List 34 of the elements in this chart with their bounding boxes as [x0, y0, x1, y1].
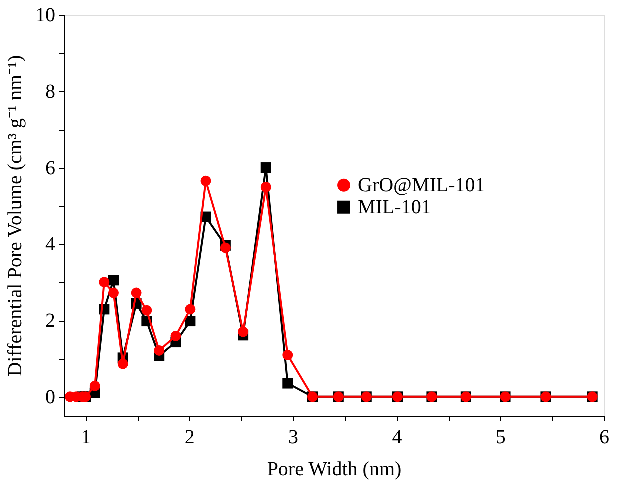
point — [238, 326, 249, 338]
y-axis-title: Differential Pore Volume (cm³ g⁻¹ nm⁻¹) — [4, 55, 26, 377]
legend-label: MIL-101 — [358, 196, 432, 218]
point — [260, 182, 272, 192]
x-tick-label: 2 — [184, 426, 195, 448]
point — [154, 345, 165, 356]
point — [220, 242, 231, 254]
point — [99, 277, 110, 288]
x-tick-label: 6 — [600, 426, 610, 448]
point — [131, 288, 142, 298]
point — [118, 358, 128, 370]
point — [90, 380, 100, 392]
x-tick-label: 3 — [288, 426, 299, 448]
point — [142, 305, 152, 316]
point — [185, 304, 196, 315]
point — [170, 330, 182, 342]
point — [200, 176, 212, 186]
y-tick-label: 0 — [46, 386, 56, 408]
x-axis-title: Pore Width (nm) — [267, 458, 402, 480]
point — [282, 350, 294, 361]
x-tick-label: 1 — [81, 426, 92, 448]
y-tick-label: 6 — [46, 157, 56, 180]
x-tick-label: 5 — [496, 426, 506, 448]
y-tick-label: 8 — [46, 80, 56, 103]
point — [108, 288, 119, 298]
y-tick-label: 4 — [46, 234, 56, 256]
y-tick-label: 10 — [36, 4, 56, 26]
point — [260, 162, 272, 174]
point — [282, 378, 294, 389]
point — [185, 316, 196, 327]
legend-label: GrO@MIL-101 — [358, 174, 486, 196]
x-tick-label: 4 — [392, 426, 402, 448]
y-tick-label: 2 — [46, 310, 56, 332]
point — [108, 275, 119, 286]
